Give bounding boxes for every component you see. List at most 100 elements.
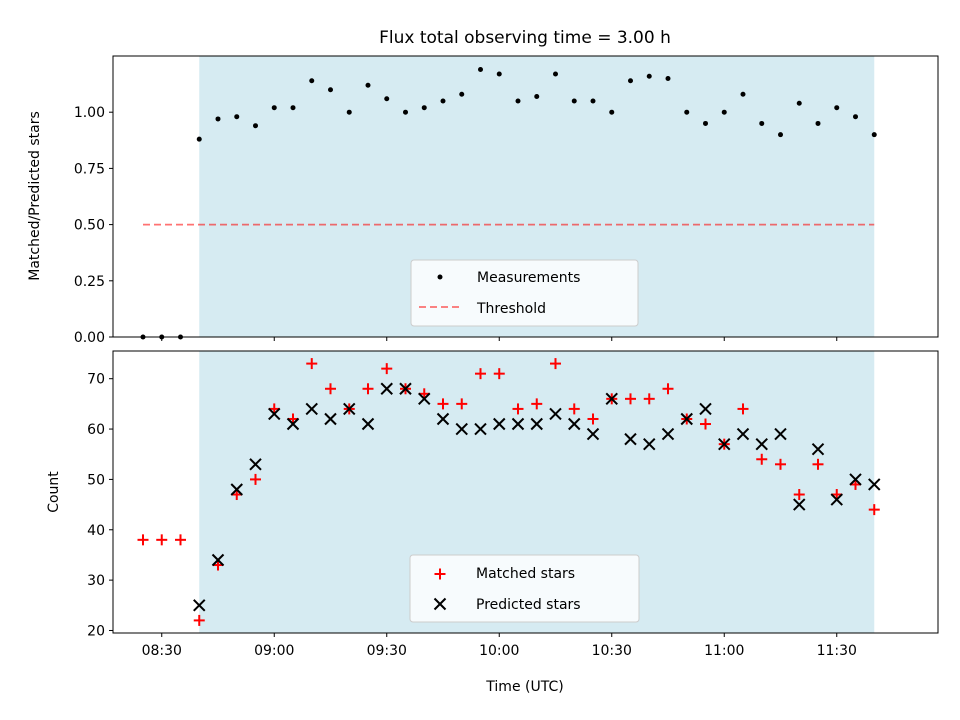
top-axes-frame [112,55,939,338]
predicted-star-point-b [699,402,712,416]
matched-star-point [437,398,449,410]
predicted-star-point-b [868,478,881,491]
measurement-point [328,87,333,93]
matched-star-point [512,403,524,415]
measurement-point [590,98,596,104]
bottom-panel: 20 30 40 50 60 70 08:30 09:00 09:30 10:00 10:30 11… [46,350,939,695]
y-tick-label: 1.00 [74,105,105,121]
matched-star-point [550,358,561,370]
top-legend: Measurements Threshold [410,259,639,327]
matched-star-point [362,383,374,395]
predicted-star-point [699,402,712,416]
predicted-stars-points [193,382,881,612]
predicted-star-point-b [793,498,806,511]
predicted-star-point-b [380,382,393,395]
measurement-point [309,78,315,84]
top-y-ticks: 0.00 0.25 0.50 0.75 1.00 [74,105,113,346]
x-tick-label: 10:00 [479,643,519,659]
matched-star-point [193,614,205,626]
predicted-star-point [324,412,337,426]
measurement-point [290,105,296,111]
predicted-star-point-b [211,553,225,567]
measurement-point [759,120,765,126]
predicted-star-point [455,422,468,436]
matched-star-point [775,458,786,470]
top-y-axis-label: Matched/Predicted stars [27,111,43,281]
predicted-star-point-b [436,412,450,426]
legend-matched-symbol [434,568,446,580]
predicted-star-point [643,437,656,451]
predicted-star-point [493,417,506,431]
predicted-star-point [755,437,768,451]
predicted-star-point [436,412,450,426]
predicted-star-point-b [755,437,768,451]
predicted-star-point [399,382,412,395]
matched-star-point [475,368,486,380]
measurement-point [796,100,802,106]
predicted-star-point [380,382,393,395]
predicted-star-point [586,427,600,441]
y-tick-label: 50 [87,472,105,488]
measurement-point [253,123,258,129]
measurement-point [871,132,877,138]
measurement-point [721,109,727,115]
predicted-star-point-b [193,599,206,612]
legend-predicted-symbol [433,597,447,611]
predicted-star-point-b [624,432,637,446]
matched-star-point [793,489,805,501]
predicted-star-point [268,407,281,421]
predicted-star-point-b [549,407,562,421]
predicted-star-point-b [493,417,506,431]
measurement-point [421,105,427,111]
predicted-star-point-b [736,427,750,441]
legend-threshold-label: Threshold [476,301,546,317]
predicted-star-point [343,402,356,416]
predicted-star-point [680,412,693,426]
predicted-star-point [774,427,787,441]
matched-star-point [700,418,711,430]
bottom-x-ticks: 08:30 09:00 09:30 10:00 10:30 11:00 11:30 [142,633,857,659]
predicted-star-point-b [324,412,337,426]
predicted-star-point [474,422,487,436]
measurement-point [271,105,277,111]
measurement-point [684,109,690,115]
predicted-star-point-b [286,417,300,431]
bottom-legend-box [409,554,640,623]
matched-star-point [306,358,318,370]
predicted-star-point-b [718,437,731,451]
measurement-point [571,98,577,104]
measurement-point [440,98,446,104]
measurement-point [384,96,390,102]
predicted-star-point [661,427,675,441]
predicted-star-point [511,417,525,431]
measurement-point [234,114,240,120]
measurement-point [459,91,465,97]
matched-star-point [456,398,468,410]
predicted-star-point-b [230,483,243,496]
measurement-point [628,78,633,84]
x-axis-label: Time (UTC) [485,679,563,695]
matched-star-point [737,403,749,415]
predicted-star-point-b [511,417,525,431]
predicted-star-point [624,432,637,446]
predicted-star-point-b [680,412,693,426]
legend-predicted-marker [433,597,447,611]
predicted-star-point [361,417,375,431]
matched-star-point [531,398,543,410]
measurement-point [403,109,408,115]
predicted-star-point [830,493,843,506]
y-tick-label: 30 [87,573,105,589]
y-tick-label: 0.00 [74,330,105,346]
x-tick-label: 10:30 [592,643,632,659]
x-tick-label: 11:00 [704,643,744,659]
predicted-star-point-b [811,442,825,456]
legend-measurement-marker [437,274,443,280]
measurement-point [478,66,483,72]
top-x-ticks [161,337,838,341]
predicted-star-point [811,442,825,456]
x-tick-label: 08:30 [142,643,182,659]
predicted-star-point-b [249,458,262,471]
predicted-star-point [193,599,206,612]
x-tick-label: 09:00 [254,643,294,659]
